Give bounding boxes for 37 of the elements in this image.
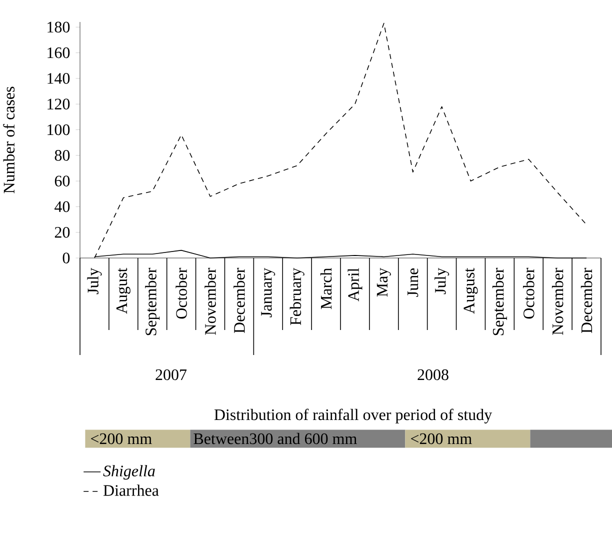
y-tick-label: 60: [54, 176, 70, 186]
y-tick-label: 160: [48, 47, 70, 58]
x-tick-label: August: [116, 268, 130, 314]
x-tick-label: January: [261, 268, 276, 318]
x-tick-label: June: [408, 268, 418, 297]
y-tick-label: 80: [54, 150, 70, 161]
text: 2007: [156, 369, 187, 380]
text: <200 mm: [411, 433, 472, 444]
x-tick-label: September: [492, 268, 507, 336]
y-tick-label: 100: [48, 124, 70, 136]
x-tick-label: March: [320, 268, 332, 310]
y-tick-label: 140: [48, 73, 70, 84]
text: <200 mm: [90, 433, 152, 444]
text: Distribution of rainfall over period of study: [214, 408, 492, 424]
y-axis-title: Number of cases: [3, 86, 15, 194]
x-tick-label: September: [145, 268, 160, 336]
x-tick-label: November: [204, 268, 216, 335]
x-tick-label: October: [176, 268, 187, 319]
x-tick-label: December: [234, 268, 245, 334]
text: 2008: [418, 369, 448, 380]
legend-label: Shigella: [103, 465, 155, 480]
x-tick-label: October: [523, 268, 534, 319]
x-tick-label: April: [348, 268, 362, 302]
y-tick-label: 180: [48, 22, 70, 33]
x-tick-label: May: [376, 268, 391, 297]
y-tick-label: 0: [62, 252, 70, 264]
x-tick-label: December: [580, 268, 592, 334]
x-tick-label: February: [290, 268, 304, 326]
x-tick-label: July: [434, 268, 450, 294]
x-tick-label: November: [552, 268, 564, 335]
x-tick-label: August: [464, 268, 478, 314]
y-tick-label: 40: [54, 201, 70, 212]
y-tick-label: 20: [54, 226, 70, 238]
y-tick-label: 120: [48, 98, 70, 110]
legend-label: Diarrhea: [103, 484, 159, 496]
text: Between300 and 600 mm: [194, 432, 357, 444]
x-tick-label: July: [87, 268, 102, 294]
